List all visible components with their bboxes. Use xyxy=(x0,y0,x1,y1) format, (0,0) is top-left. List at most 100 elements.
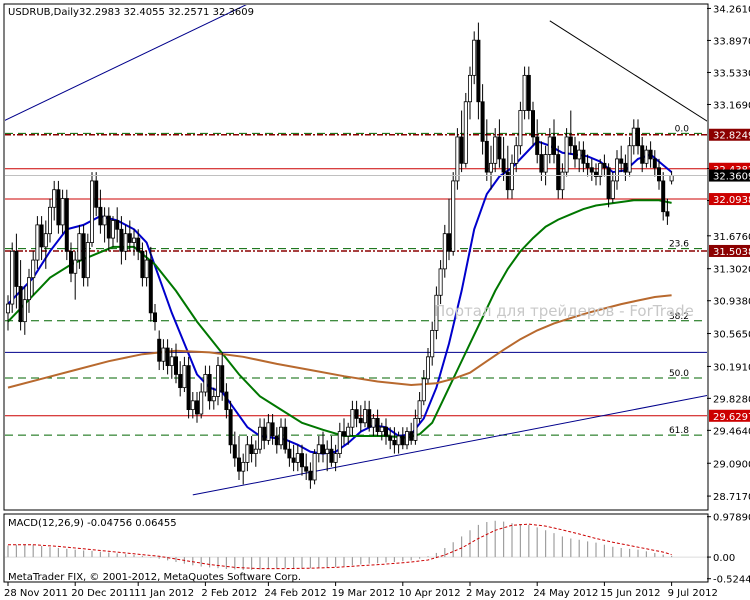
candle-body xyxy=(564,136,569,173)
candle-body xyxy=(77,233,82,261)
candle-body xyxy=(526,74,531,111)
candle-body xyxy=(341,431,346,437)
macd-histogram-bar xyxy=(671,555,673,558)
level-price-label-2: 32.0938 xyxy=(713,195,750,206)
candle-body xyxy=(203,374,208,393)
candle-body xyxy=(350,409,355,428)
candle-body xyxy=(106,215,111,239)
macd-histogram-bar xyxy=(251,557,253,570)
macd-histogram-bar xyxy=(192,557,194,566)
macd-y-tick-label: 0.00 xyxy=(713,553,735,564)
macd-pane-frame xyxy=(3,513,709,583)
candle-body xyxy=(304,466,309,472)
level-price-label-5: 29.6297 xyxy=(713,412,750,423)
macd-histogram-bar xyxy=(410,557,412,561)
macd-histogram-bar xyxy=(293,557,295,569)
candle-body xyxy=(396,435,401,446)
current-price-box xyxy=(709,169,750,182)
candle-body xyxy=(115,220,120,230)
macd-histogram-bar xyxy=(385,557,387,563)
level-price-box-5 xyxy=(709,409,750,422)
candle-body xyxy=(152,312,157,323)
macd-histogram-bar xyxy=(116,553,118,558)
candle-body xyxy=(102,215,107,226)
macd-histogram-bar xyxy=(309,557,311,569)
macd-histogram-bar xyxy=(662,554,664,558)
macd-histogram-bar xyxy=(49,547,51,558)
macd-histogram-bar xyxy=(377,557,379,564)
macd-histogram-bar xyxy=(225,557,227,570)
macd-histogram-bar xyxy=(360,557,362,565)
macd-histogram-bar xyxy=(503,521,505,558)
candle-body xyxy=(35,224,40,261)
candle-body xyxy=(148,259,153,314)
x-tick-label: 9 Jul 2012 xyxy=(668,588,718,599)
candle-body xyxy=(598,162,603,177)
trendline-1 xyxy=(192,395,707,496)
fib-label-23.6: 23.6 xyxy=(669,240,689,250)
level-price-label-3: 31.5038 xyxy=(713,247,750,258)
candle-body xyxy=(669,175,674,182)
macd-histogram-bar xyxy=(83,550,85,558)
candle-body xyxy=(547,136,552,155)
candle-body xyxy=(22,299,27,323)
candle-body xyxy=(199,391,204,415)
macd-histogram-bar xyxy=(200,557,202,567)
candle-body xyxy=(560,171,565,191)
candle-body xyxy=(190,400,195,411)
candle-body xyxy=(48,206,53,235)
candle-body xyxy=(266,422,271,441)
macd-histogram-bar xyxy=(452,542,454,558)
y-tick-label: 28.7170 xyxy=(713,492,750,503)
candle-body xyxy=(182,365,187,389)
macd-histogram-bar xyxy=(545,530,547,558)
candle-body xyxy=(31,259,36,279)
candle-body xyxy=(186,365,191,411)
candle-body xyxy=(262,426,267,441)
candle-body xyxy=(295,453,300,463)
macd-y-tick-label: -0.52449 xyxy=(713,575,750,586)
candle-body xyxy=(514,145,519,164)
macd-histogram-bar xyxy=(351,557,353,566)
candle-body xyxy=(333,453,338,463)
candle-body xyxy=(488,162,493,173)
candle-body xyxy=(509,162,514,191)
y-tick-label: 34.2610 xyxy=(713,4,750,15)
main-pane-frame xyxy=(3,3,709,511)
candle-body xyxy=(60,198,65,226)
candle-body xyxy=(169,356,174,367)
candle-body xyxy=(459,136,464,164)
candle-body xyxy=(354,409,359,419)
candle-body xyxy=(194,400,199,415)
candle-body xyxy=(312,453,317,481)
macd-histogram-bar xyxy=(603,544,605,558)
candle-body xyxy=(463,101,468,164)
candle-body xyxy=(383,426,388,437)
axis-layer: 34.2610 33.8970 33.5330 33.1690 31.6760 31.30… xyxy=(4,4,750,599)
candle-body xyxy=(73,259,78,274)
candle-body xyxy=(90,180,95,243)
macd-histogram-bar xyxy=(91,550,93,558)
candle-body xyxy=(518,110,523,147)
candle-body xyxy=(253,448,258,454)
macd-histogram-bar xyxy=(74,549,76,558)
macd-histogram-bar xyxy=(167,557,169,561)
macd-histogram-bar xyxy=(15,544,17,558)
y-tick-label: 30.5650 xyxy=(713,330,750,341)
macd-histogram-bar xyxy=(125,554,127,558)
candle-body xyxy=(413,418,418,441)
candle-body xyxy=(556,154,561,191)
candle-body xyxy=(346,426,351,437)
candle-body xyxy=(379,426,384,432)
y-tick-label: 30.9380 xyxy=(713,297,750,308)
candle-body xyxy=(215,365,220,397)
candle-body xyxy=(69,250,74,274)
candle-body xyxy=(98,206,103,226)
candle-body xyxy=(648,149,653,160)
macd-plot-layer xyxy=(5,520,707,570)
candle-body xyxy=(388,435,393,441)
candle-body xyxy=(631,127,636,147)
candle-body xyxy=(56,189,61,226)
candle-body xyxy=(371,418,376,428)
